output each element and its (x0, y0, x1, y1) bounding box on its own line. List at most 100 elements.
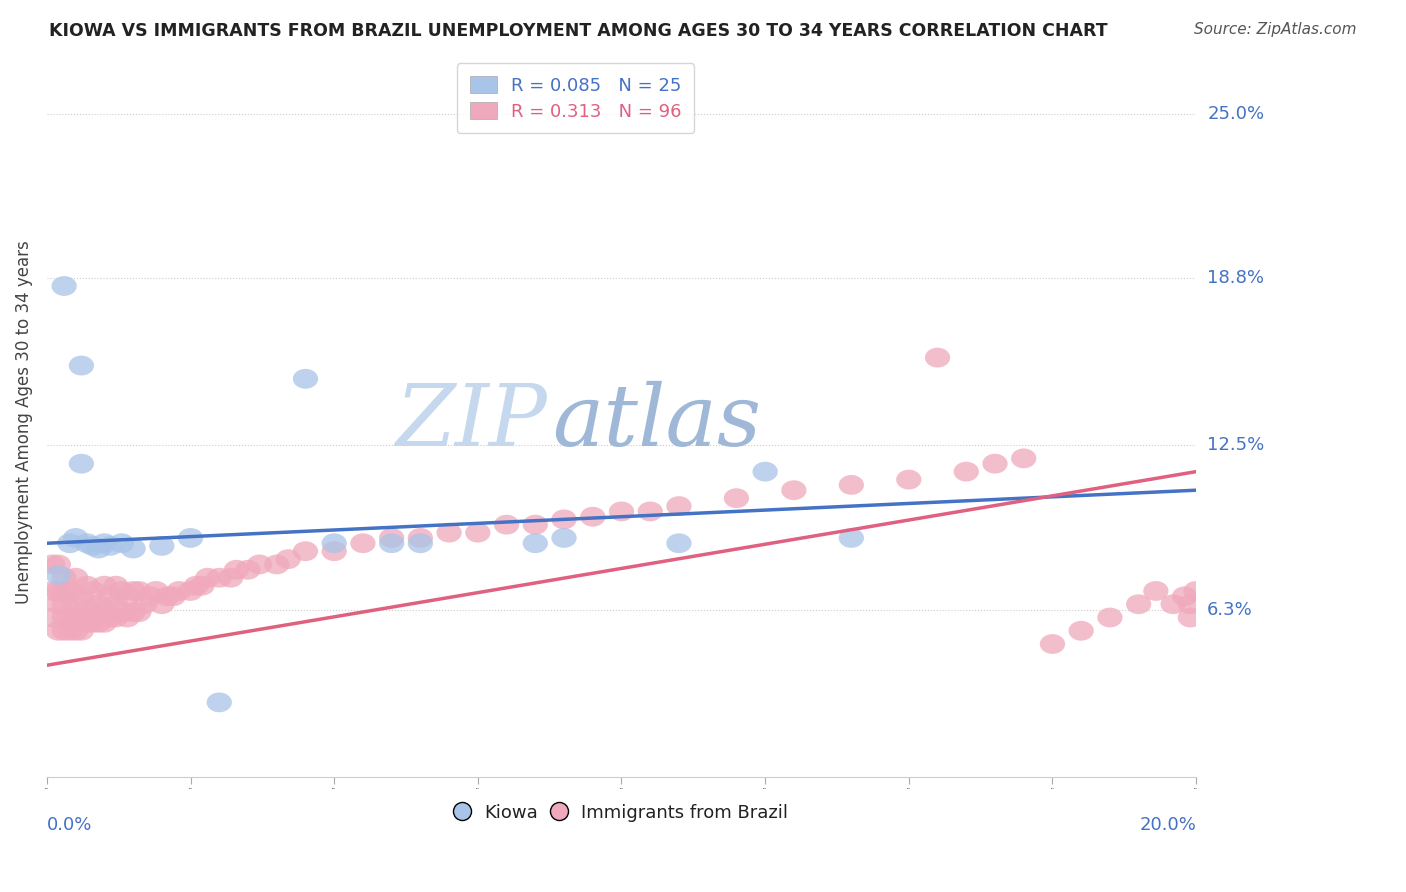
Ellipse shape (149, 594, 174, 615)
Ellipse shape (166, 581, 191, 601)
Ellipse shape (121, 602, 146, 622)
Ellipse shape (80, 536, 105, 556)
Ellipse shape (91, 599, 117, 619)
Ellipse shape (523, 515, 548, 534)
Ellipse shape (179, 581, 204, 601)
Text: 0.0%: 0.0% (46, 815, 93, 833)
Ellipse shape (63, 568, 89, 588)
Ellipse shape (97, 586, 122, 607)
Ellipse shape (80, 613, 105, 632)
Ellipse shape (69, 454, 94, 474)
Ellipse shape (52, 568, 77, 588)
Ellipse shape (465, 523, 491, 542)
Ellipse shape (1069, 621, 1094, 640)
Ellipse shape (1160, 594, 1185, 615)
Ellipse shape (1178, 594, 1204, 615)
Ellipse shape (207, 692, 232, 713)
Ellipse shape (91, 613, 117, 632)
Ellipse shape (58, 581, 83, 601)
Ellipse shape (1143, 581, 1168, 601)
Ellipse shape (782, 480, 807, 500)
Ellipse shape (1011, 449, 1036, 468)
Ellipse shape (75, 533, 100, 553)
Ellipse shape (91, 533, 117, 553)
Ellipse shape (292, 541, 318, 561)
Ellipse shape (52, 621, 77, 640)
Ellipse shape (58, 621, 83, 640)
Ellipse shape (292, 369, 318, 389)
Ellipse shape (1173, 586, 1198, 607)
Text: KIOWA VS IMMIGRANTS FROM BRAZIL UNEMPLOYMENT AMONG AGES 30 TO 34 YEARS CORRELATI: KIOWA VS IMMIGRANTS FROM BRAZIL UNEMPLOY… (49, 22, 1108, 40)
Ellipse shape (80, 599, 105, 619)
Ellipse shape (523, 533, 548, 553)
Ellipse shape (69, 586, 94, 607)
Ellipse shape (551, 528, 576, 548)
Ellipse shape (247, 555, 273, 574)
Text: 20.0%: 20.0% (1139, 815, 1197, 833)
Ellipse shape (108, 602, 134, 622)
Text: 25.0%: 25.0% (1208, 104, 1264, 122)
Ellipse shape (103, 607, 128, 627)
Text: atlas: atlas (553, 381, 762, 464)
Ellipse shape (63, 528, 89, 548)
Ellipse shape (46, 555, 72, 574)
Ellipse shape (1040, 634, 1066, 654)
Ellipse shape (86, 539, 111, 558)
Ellipse shape (86, 594, 111, 615)
Ellipse shape (752, 462, 778, 482)
Ellipse shape (132, 594, 157, 615)
Ellipse shape (63, 594, 89, 615)
Ellipse shape (115, 607, 141, 627)
Ellipse shape (75, 599, 100, 619)
Ellipse shape (155, 586, 180, 607)
Ellipse shape (1097, 607, 1122, 627)
Ellipse shape (666, 533, 692, 553)
Ellipse shape (46, 621, 72, 640)
Ellipse shape (190, 575, 215, 596)
Ellipse shape (149, 536, 174, 556)
Ellipse shape (160, 586, 186, 607)
Ellipse shape (195, 568, 221, 588)
Ellipse shape (103, 575, 128, 596)
Ellipse shape (108, 533, 134, 553)
Ellipse shape (666, 496, 692, 516)
Ellipse shape (86, 613, 111, 632)
Ellipse shape (97, 536, 122, 556)
Ellipse shape (52, 594, 77, 615)
Ellipse shape (218, 568, 243, 588)
Ellipse shape (983, 454, 1008, 474)
Ellipse shape (380, 528, 405, 548)
Ellipse shape (69, 621, 94, 640)
Ellipse shape (953, 462, 979, 482)
Ellipse shape (121, 539, 146, 558)
Ellipse shape (58, 533, 83, 553)
Ellipse shape (58, 607, 83, 627)
Ellipse shape (108, 581, 134, 601)
Ellipse shape (1178, 607, 1204, 627)
Ellipse shape (138, 586, 163, 607)
Text: ZIP: ZIP (395, 381, 547, 464)
Ellipse shape (207, 568, 232, 588)
Text: 12.5%: 12.5% (1208, 436, 1264, 454)
Text: 18.8%: 18.8% (1208, 269, 1264, 287)
Ellipse shape (39, 555, 65, 574)
Ellipse shape (63, 621, 89, 640)
Ellipse shape (724, 488, 749, 508)
Ellipse shape (97, 607, 122, 627)
Ellipse shape (39, 581, 65, 601)
Y-axis label: Unemployment Among Ages 30 to 34 years: Unemployment Among Ages 30 to 34 years (15, 241, 32, 605)
Ellipse shape (52, 607, 77, 627)
Ellipse shape (436, 523, 461, 542)
Ellipse shape (69, 607, 94, 627)
Ellipse shape (581, 507, 606, 526)
Ellipse shape (127, 581, 152, 601)
Ellipse shape (127, 602, 152, 622)
Ellipse shape (408, 528, 433, 548)
Legend: Kiowa, Immigrants from Brazil: Kiowa, Immigrants from Brazil (446, 794, 797, 831)
Ellipse shape (103, 594, 128, 615)
Ellipse shape (184, 575, 209, 596)
Ellipse shape (551, 509, 576, 529)
Ellipse shape (408, 533, 433, 553)
Ellipse shape (264, 555, 290, 574)
Ellipse shape (350, 533, 375, 553)
